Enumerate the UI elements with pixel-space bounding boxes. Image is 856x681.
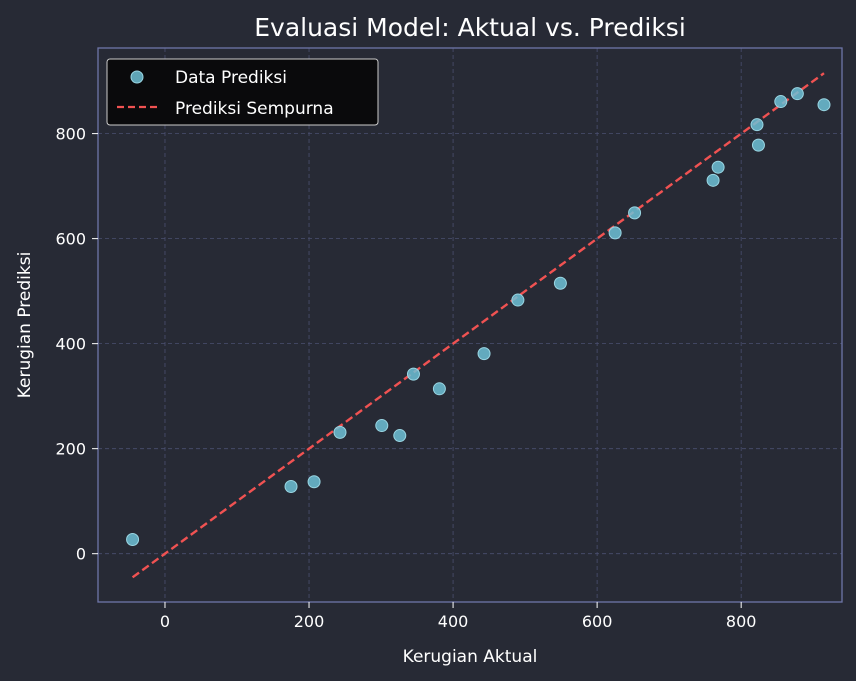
scatter-point [790,87,804,101]
scatter-point [393,429,407,443]
y-tick-label: 400 [55,335,86,354]
scatter-point [333,425,347,439]
y-tick-label: 600 [55,230,86,249]
perfect-prediction-line [131,72,825,579]
legend-label-prediksi-sempurna: Prediksi Sempurna [175,99,334,119]
scatter-point [477,347,491,361]
plot-frame [97,47,843,603]
scatter-point [553,276,567,290]
legend-label-data-prediksi: Data Prediksi [175,68,287,88]
x-axis-title: Kerugian Aktual [403,647,538,667]
x-axis-ticks: 0 200 400 600 800 [160,602,757,631]
scatter-point [307,475,321,489]
scatter-point [751,138,765,152]
x-tick-label: 400 [438,612,469,631]
scatter-point [628,206,642,220]
chart-title: Evaluasi Model: Aktual vs. Prediksi [254,13,686,42]
legend: Data Prediksi Prediksi Sempurna [106,58,379,126]
x-tick-label: 800 [726,612,757,631]
scatter-point [774,95,788,109]
scatter-point [511,293,525,307]
grid-lines [98,48,842,602]
x-tick-label: 200 [294,612,325,631]
x-tick-label: 600 [582,612,613,631]
y-axis-title: Kerugian Prediksi [15,252,35,399]
scatter-point [406,367,420,381]
legend-marker-scatter [130,70,144,84]
legend-box [106,58,379,126]
scatter-points [126,87,831,547]
y-axis-ticks: 0 200 400 600 800 [55,125,98,564]
scatter-point [706,173,720,187]
y-tick-label: 800 [55,125,86,144]
scatter-point [284,479,298,493]
y-tick-label: 0 [76,545,86,564]
perfect-prediction-series-line [131,72,825,579]
scatter-point [432,382,446,396]
scatter-point [126,533,140,547]
plot-area [98,48,842,602]
scatter-point [711,160,725,174]
scatter-point [750,118,764,132]
x-tick-label: 0 [160,612,170,631]
y-tick-label: 200 [55,440,86,459]
scatter-point [817,98,831,112]
scatter-point [608,226,622,240]
scatter-point [375,419,389,433]
